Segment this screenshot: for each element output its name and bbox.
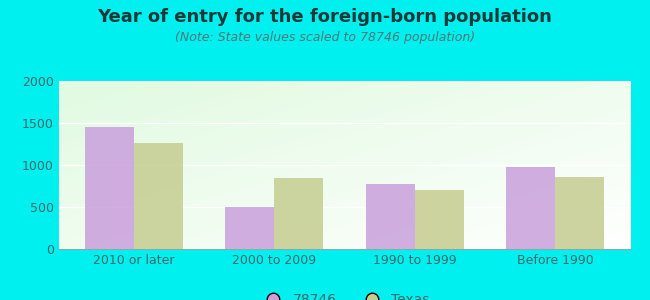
Bar [84,127,134,249]
Bar [274,178,324,249]
Bar [365,184,415,249]
Text: Year of entry for the foreign-born population: Year of entry for the foreign-born popul… [98,8,552,26]
Bar [555,177,605,249]
Text: (Note: State values scaled to 78746 population): (Note: State values scaled to 78746 popu… [175,32,475,44]
Bar [506,167,555,249]
Bar [415,190,464,249]
Bar [134,143,183,249]
Legend: 78746, Texas: 78746, Texas [254,287,435,300]
Bar [225,207,274,249]
